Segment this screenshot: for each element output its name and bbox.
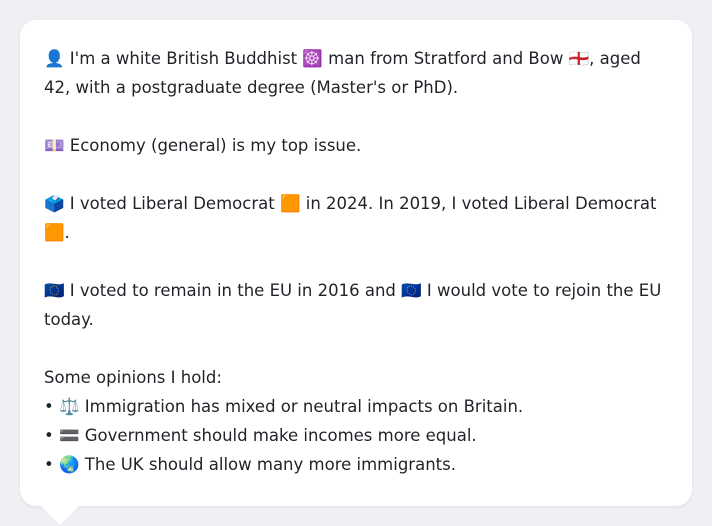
top-issue-text: Economy (general) is my top issue. xyxy=(64,136,362,155)
globe-icon: 🌏 xyxy=(58,455,80,474)
person-icon: 👤 xyxy=(44,49,65,68)
vote-text-b: in 2024. In 2019, I voted Liberal Democr… xyxy=(300,194,657,213)
spacer xyxy=(44,102,668,131)
eu-text-a: I voted to remain in the EU in 2016 and xyxy=(64,281,402,300)
eu-flag-icon: 🇪🇺 xyxy=(401,281,422,300)
identity-text-a: I'm a white British Buddhist xyxy=(64,49,303,68)
eu-text-b: I would vote to rejoin the EU today. xyxy=(44,281,662,329)
list-item: • 🟰 Government should make incomes more … xyxy=(44,421,668,450)
persona-message-card: 👤 I'm a white British Buddhist ☸️ man fr… xyxy=(20,20,692,506)
eu-stance-line: 🇪🇺 I voted to remain in the EU in 2016 a… xyxy=(44,276,668,334)
ballot-box-icon: 🗳️ xyxy=(44,194,65,213)
voting-history-line: 🗳️ I voted Liberal Democrat 🟧 in 2024. I… xyxy=(44,189,668,247)
dharma-wheel-icon: ☸️ xyxy=(302,49,323,68)
bullet: • xyxy=(44,397,59,416)
opinions-heading: Some opinions I hold: xyxy=(44,368,222,387)
speech-bubble-tail xyxy=(40,505,80,525)
eu-flag-icon: 🇪🇺 xyxy=(44,281,65,300)
identity-text-b: man from Stratford and Bow xyxy=(322,49,569,68)
bullet: • xyxy=(44,455,59,474)
identity-text-c: , aged 42, with a postgraduate degree (M… xyxy=(44,49,641,97)
top-issue-line: 💷 Economy (general) is my top issue. xyxy=(44,131,668,160)
vote-text-c: . xyxy=(64,223,70,242)
spacer xyxy=(44,247,668,276)
list-item: • 🌏 The UK should allow many more immigr… xyxy=(44,450,668,479)
pound-banknote-icon: 💷 xyxy=(44,136,65,155)
orange-square-icon: 🟧 xyxy=(44,223,65,242)
england-flag-icon: 🏴󠁧󠁢󠁥󠁮󠁧󠁿 xyxy=(568,49,590,68)
spacer xyxy=(44,160,668,189)
vote-text-a: I voted Liberal Democrat xyxy=(64,194,280,213)
spacer xyxy=(44,334,668,363)
list-item: • ⚖️ Immigration has mixed or neutral im… xyxy=(44,392,668,421)
orange-square-icon: 🟧 xyxy=(279,194,301,213)
opinions-list: • ⚖️ Immigration has mixed or neutral im… xyxy=(44,392,668,479)
bullet: • xyxy=(44,426,59,445)
opinion-text: Government should make incomes more equa… xyxy=(79,426,477,445)
identity-line: 👤 I'm a white British Buddhist ☸️ man fr… xyxy=(44,44,668,102)
equals-sign-icon: 🟰 xyxy=(58,426,80,445)
opinion-text: The UK should allow many more immigrants… xyxy=(79,455,456,474)
opinion-text: Immigration has mixed or neutral impacts… xyxy=(79,397,524,416)
balance-scale-icon: ⚖️ xyxy=(58,397,80,416)
